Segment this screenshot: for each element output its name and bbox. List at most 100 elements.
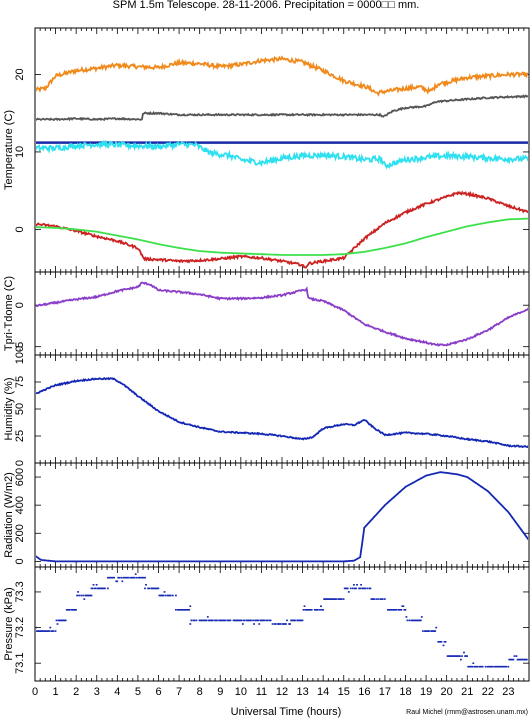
pressure-point xyxy=(122,576,125,579)
pressure-point xyxy=(212,619,214,622)
pressure-point xyxy=(126,576,129,579)
pressure-point xyxy=(511,658,514,661)
pressure-point xyxy=(492,665,494,668)
pressure-point xyxy=(64,619,67,622)
pressure-segment-20 xyxy=(422,626,438,632)
pressure-point xyxy=(425,630,427,632)
pressure-point xyxy=(36,630,38,632)
pressure-point xyxy=(418,619,421,622)
pressure-point xyxy=(474,665,477,668)
pressure-point xyxy=(313,609,316,611)
pressure-point xyxy=(226,619,229,622)
pressure-point xyxy=(250,619,252,622)
pressure-point xyxy=(430,630,432,632)
pressure-point xyxy=(326,598,329,600)
pressure-point xyxy=(65,609,68,611)
pressure-point xyxy=(99,587,102,590)
pressure-point xyxy=(163,591,166,593)
pressure-point xyxy=(481,665,484,668)
x-tick-label: 23 xyxy=(502,686,514,698)
pressure-point xyxy=(112,576,114,579)
y-tick-label: 200 xyxy=(14,524,26,542)
x-ticks xyxy=(34,463,530,567)
pressure-point xyxy=(454,655,457,657)
pressure-point xyxy=(108,576,110,579)
x-tick-label: 2 xyxy=(73,686,79,698)
pressure-point xyxy=(354,587,356,590)
pressure-point xyxy=(340,598,343,600)
pressure-point xyxy=(520,658,523,661)
pressure-point xyxy=(403,609,406,611)
pressure-point xyxy=(438,641,441,643)
pressure-point xyxy=(239,619,242,622)
pressure-point xyxy=(319,609,321,611)
pressure-point xyxy=(246,619,248,622)
pressure-point xyxy=(496,665,498,668)
series-line-5 xyxy=(36,190,528,269)
series-line-6 xyxy=(36,217,528,256)
pressure-point xyxy=(232,619,235,622)
pressure-point xyxy=(330,598,333,600)
pressure-point xyxy=(57,619,60,622)
pressure-point xyxy=(111,576,113,579)
pressure-point xyxy=(164,594,167,597)
pressure-point xyxy=(252,619,254,622)
pressure-point xyxy=(448,655,451,657)
pressure-point xyxy=(279,623,282,625)
pressure-point xyxy=(48,630,51,632)
pressure-point xyxy=(51,630,54,632)
pressure-point xyxy=(241,623,244,625)
pressure-point xyxy=(499,665,501,668)
pressure-point xyxy=(282,623,284,625)
pressure-point xyxy=(235,619,238,622)
pressure-point xyxy=(299,619,302,622)
pressure-point xyxy=(515,655,518,657)
x-tick-label: 11 xyxy=(256,686,267,698)
pressure-point xyxy=(399,609,402,611)
pressure-point xyxy=(494,665,496,668)
x-tick-label: 7 xyxy=(176,686,182,698)
pressure-point xyxy=(40,630,42,632)
pressure-point xyxy=(224,619,227,622)
x-tick-label: 9 xyxy=(217,686,223,698)
pressure-point xyxy=(195,619,198,622)
pressure-point xyxy=(389,609,391,611)
pressure-point xyxy=(153,587,156,590)
pressure-segment-9 xyxy=(175,605,192,611)
pressure-point xyxy=(220,619,223,622)
x-ticks xyxy=(34,272,530,355)
pressure-point xyxy=(152,587,155,590)
pressure-point xyxy=(405,616,408,618)
x-tick-labels: 0 1 2 3 4 5 6 7 8 9 10 11 12 13 14 15 16 17 18 19 20 21 22 23 xyxy=(32,686,515,698)
pressure-point xyxy=(77,591,79,593)
pressure-point xyxy=(411,619,414,622)
x-tick-label: 16 xyxy=(358,686,370,698)
pressure-point xyxy=(62,619,65,622)
pressure-point xyxy=(138,576,141,579)
pressure-point xyxy=(247,619,249,622)
pressure-point xyxy=(266,619,269,622)
pressure-point xyxy=(406,619,409,622)
pressure-point xyxy=(236,619,239,622)
pressure-point xyxy=(44,630,47,632)
pressure-segment-6 xyxy=(107,573,146,583)
pressure-point xyxy=(61,619,64,622)
y-tick-label: 73.2 xyxy=(14,617,26,638)
pressure-point xyxy=(443,641,446,643)
pressure-point xyxy=(90,587,93,590)
pressure-point xyxy=(147,587,149,590)
pressure-point xyxy=(352,587,354,590)
pressure-point xyxy=(394,609,396,611)
pressure-point xyxy=(285,623,287,625)
plot-area xyxy=(36,281,528,347)
plot-area xyxy=(36,471,528,563)
pressure-point xyxy=(100,587,103,590)
pressure-point xyxy=(109,576,111,579)
pressure-point xyxy=(486,665,489,668)
pressure-point xyxy=(238,619,241,622)
plot-area xyxy=(36,376,528,449)
pressure-point xyxy=(480,665,483,668)
pressure-point xyxy=(198,619,201,622)
pressure-point xyxy=(120,576,123,579)
